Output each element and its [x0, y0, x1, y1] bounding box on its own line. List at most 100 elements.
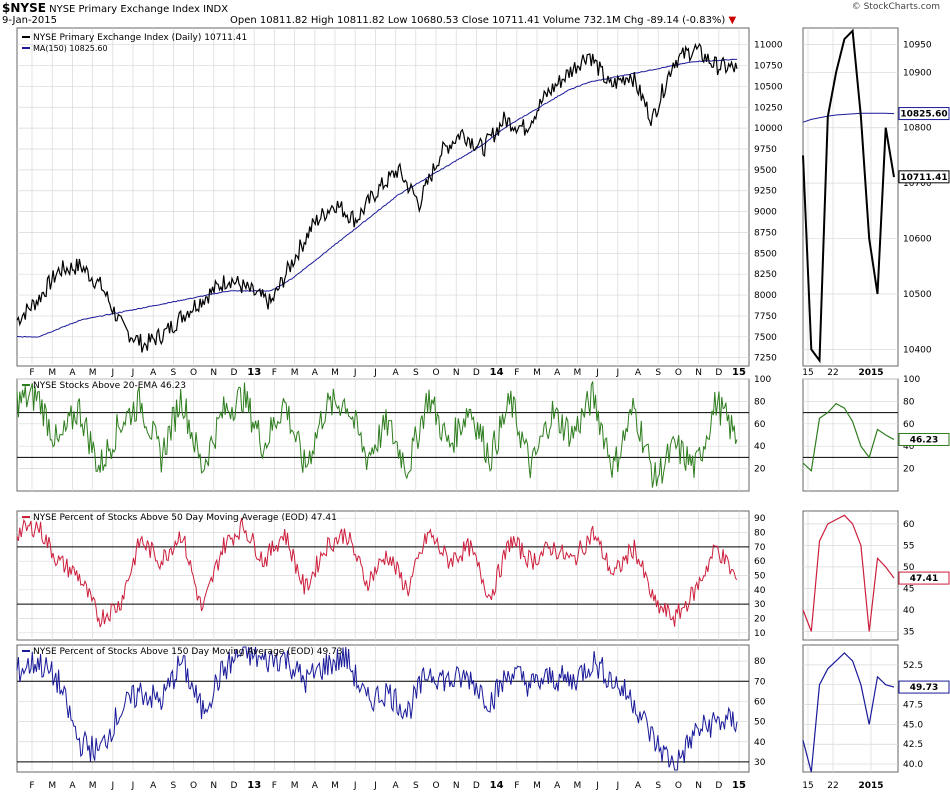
- x-tick-label: 14: [490, 367, 504, 378]
- zoom-x-tick-label: 22: [827, 368, 838, 378]
- x-tick-label: N: [453, 368, 460, 378]
- zoom-indicator-line-3: [802, 652, 895, 773]
- close-label: Close: [461, 15, 489, 26]
- zoom-indicator-y-tick-label: 40.0: [903, 760, 923, 770]
- x-tick-label: O: [190, 781, 197, 791]
- zoom-x-tick-label: 2015: [858, 368, 883, 378]
- zoom-ma-line: [802, 112, 895, 123]
- open-value: 10811.82: [259, 15, 308, 26]
- indicator-y-tick-label: 90: [754, 514, 766, 524]
- price-y-tick-label: 10000: [754, 124, 783, 134]
- x-tick-label: A: [312, 368, 319, 378]
- indicator-y-tick-label: 80: [754, 529, 766, 539]
- indicator-legend-label-1: NYSE Stocks Above 20-EMA 46.23: [33, 381, 186, 391]
- zoom-indicator-y-tick-label: 45.0: [903, 720, 923, 730]
- indicator-y-tick-label: 40: [754, 442, 766, 452]
- price-y-tick-label: 8750: [754, 228, 777, 238]
- zoom-ma-last-label: 10825.60: [900, 110, 947, 120]
- x-tick-label: D: [473, 781, 480, 791]
- zoom-panel-frame-3: [802, 644, 899, 773]
- x-tick-label: A: [393, 368, 400, 378]
- zoom-price-y-tick-label: 10700: [903, 179, 932, 189]
- zoom-indicator-y-tick-label: 52.5: [903, 661, 923, 671]
- zoom-x-tick-label: 22: [827, 781, 838, 791]
- volume-value: 732.1M: [583, 15, 621, 26]
- chart-date: 9-Jan-2015: [2, 15, 57, 26]
- x-tick-label: D: [715, 368, 722, 378]
- x-tick-label: A: [312, 781, 319, 791]
- x-tick-label: J: [110, 368, 114, 378]
- high-label: High: [310, 15, 334, 26]
- chg-label: Chg: [623, 15, 644, 26]
- x-tick-label: A: [393, 781, 400, 791]
- indicator-y-tick-label: 50: [754, 718, 766, 728]
- x-tick-label: N: [695, 368, 702, 378]
- zoom-indicator-y-tick-label: 55: [903, 541, 914, 551]
- indicator-y-tick-label: 40: [754, 738, 766, 748]
- x-tick-label: S: [655, 368, 661, 378]
- x-tick-label: A: [69, 368, 76, 378]
- x-tick-label: M: [89, 368, 97, 378]
- x-tick-label: M: [291, 781, 299, 791]
- indicator-line-3: [16, 646, 738, 771]
- chg-value: -89.14 (-0.83%): [646, 15, 726, 26]
- zoom-price-y-tick-label: 10950: [903, 41, 932, 51]
- x-tick-label: J: [131, 368, 135, 378]
- x-tick-label: M: [48, 368, 56, 378]
- zoom-indicator-last-label-3-box: [898, 680, 950, 694]
- zoom-indicator-last-label-1-box: [898, 432, 950, 446]
- zoom-price-last-label-box: [898, 170, 950, 184]
- indicator-y-tick-label: 80: [754, 397, 766, 407]
- x-tick-label: S: [413, 781, 419, 791]
- x-tick-label: A: [150, 368, 157, 378]
- zoom-price-y-tick-label: 10600: [903, 235, 932, 245]
- zoom-indicator-y-tick-label: 35: [903, 627, 914, 637]
- legend-ma-label: MA(150) 10825.60: [33, 44, 108, 53]
- x-tick-label: O: [190, 368, 197, 378]
- price-y-tick-label: 7500: [754, 333, 777, 343]
- zoom-indicator-y-tick-label: 80: [903, 397, 915, 407]
- indicator-line-2: [16, 517, 738, 628]
- x-tick-label: F: [29, 368, 34, 378]
- x-tick-label: F: [272, 781, 277, 791]
- x-tick-label: F: [272, 368, 277, 378]
- x-tick-label: M: [533, 781, 541, 791]
- x-tick-label: S: [171, 368, 177, 378]
- price-y-tick-label: 7250: [754, 354, 777, 364]
- x-tick-label: J: [373, 368, 377, 378]
- x-tick-label: N: [695, 781, 702, 791]
- x-tick-label: S: [413, 368, 419, 378]
- chart-title: $NYSE NYSE Primary Exchange Index INDX: [2, 1, 228, 15]
- symbol: $NYSE: [2, 1, 46, 15]
- x-tick-label: J: [110, 781, 114, 791]
- legend-price-label: NYSE Primary Exchange Index (Daily) 1071…: [33, 33, 247, 43]
- price-y-tick-label: 8250: [754, 270, 777, 280]
- zoom-indicator-last-label-1: 46.23: [910, 435, 938, 445]
- x-tick-label: O: [432, 781, 439, 791]
- main-panel-frame-0: [16, 27, 750, 367]
- zoom-indicator-y-tick-label: 45: [903, 584, 914, 594]
- zoom-indicator-line-2: [802, 514, 895, 632]
- zoom-indicator-line-1: [802, 402, 895, 473]
- price-y-tick-label: 9250: [754, 187, 777, 197]
- zoom-x-tick-label: 15: [802, 368, 813, 378]
- price-y-tick-label: 9500: [754, 166, 777, 176]
- volume-label: Volume: [543, 15, 581, 26]
- zoom-indicator-y-tick-label: 40: [903, 442, 915, 452]
- main-panel-frame-3: [16, 644, 750, 773]
- x-tick-label: M: [331, 781, 339, 791]
- zoom-price-last-label: 10711.41: [900, 173, 947, 183]
- indicator-y-tick-label: 80: [754, 657, 766, 667]
- zoom-indicator-last-label-3: 49.73: [910, 683, 938, 693]
- x-tick-label: J: [373, 781, 377, 791]
- index-name: NYSE Primary Exchange Index: [49, 4, 200, 15]
- price-y-tick-label: 10250: [754, 103, 783, 113]
- zoom-x-tick-label: 15: [802, 781, 813, 791]
- price-y-tick-label: 9000: [754, 208, 777, 218]
- x-tick-label: J: [595, 368, 599, 378]
- x-tick-label: O: [675, 368, 682, 378]
- x-tick-label: J: [353, 368, 357, 378]
- price-y-tick-label: 7750: [754, 312, 777, 322]
- zoom-indicator-y-tick-label: 42.5: [903, 740, 923, 750]
